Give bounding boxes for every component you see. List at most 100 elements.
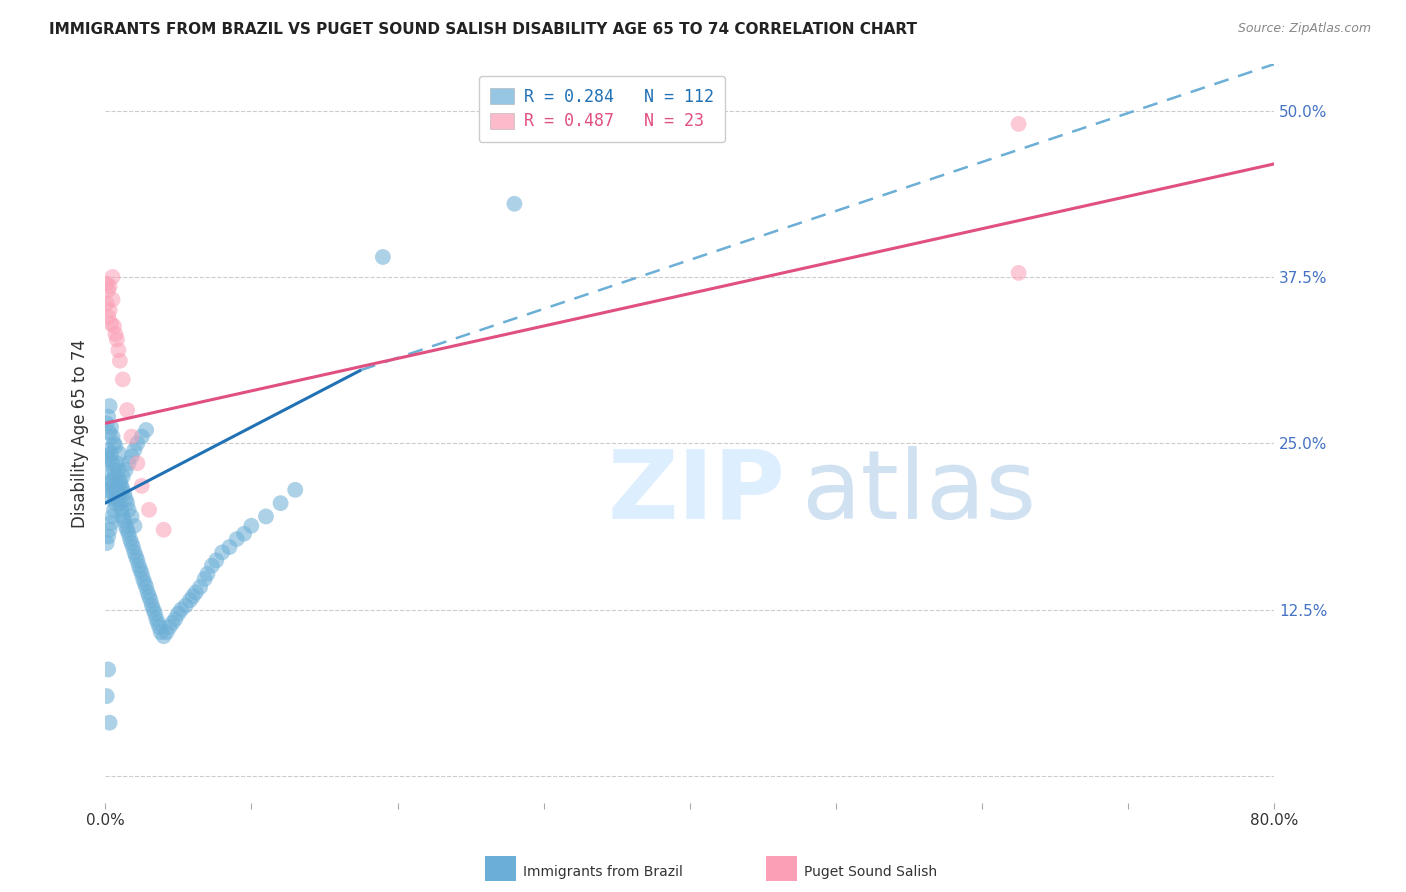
Point bbox=[145, 612, 167, 626]
Text: IMMIGRANTS FROM BRAZIL VS PUGET SOUND SALISH DISABILITY AGE 65 TO 74 CORRELATION: IMMIGRANTS FROM BRAZIL VS PUGET SOUND SA… bbox=[49, 22, 917, 37]
Point bbox=[117, 526, 139, 541]
Point bbox=[115, 523, 138, 537]
Point bbox=[97, 283, 120, 297]
Point bbox=[152, 629, 174, 643]
Y-axis label: Disability Age 65 to 74: Disability Age 65 to 74 bbox=[72, 339, 89, 528]
Point bbox=[141, 599, 163, 613]
Point bbox=[104, 496, 127, 510]
Point bbox=[104, 439, 127, 453]
Point bbox=[131, 429, 153, 443]
Point bbox=[131, 479, 153, 493]
Point bbox=[111, 483, 134, 497]
Point bbox=[101, 269, 124, 284]
Point bbox=[124, 518, 146, 533]
Point bbox=[104, 327, 127, 342]
Text: Immigrants from Brazil: Immigrants from Brazil bbox=[523, 865, 683, 880]
Point bbox=[105, 333, 128, 347]
Point bbox=[371, 250, 394, 264]
Point bbox=[503, 196, 526, 211]
Point bbox=[135, 423, 157, 437]
Point bbox=[167, 607, 190, 621]
Point bbox=[97, 529, 120, 543]
Point bbox=[107, 343, 129, 358]
Point bbox=[100, 317, 122, 331]
Point bbox=[218, 540, 240, 554]
Point bbox=[107, 483, 129, 497]
Text: Puget Sound Salish: Puget Sound Salish bbox=[804, 865, 938, 880]
Point bbox=[254, 509, 277, 524]
Point bbox=[97, 490, 120, 504]
Point bbox=[233, 526, 256, 541]
Point bbox=[104, 492, 127, 507]
Point bbox=[108, 474, 131, 488]
Point bbox=[111, 372, 134, 386]
Point bbox=[108, 353, 131, 368]
Point bbox=[121, 536, 143, 550]
Point bbox=[121, 429, 143, 443]
Point bbox=[96, 450, 118, 464]
Point bbox=[100, 474, 122, 488]
Point bbox=[129, 563, 152, 577]
Point bbox=[120, 532, 142, 546]
Point bbox=[117, 503, 139, 517]
Point bbox=[121, 450, 143, 464]
Point bbox=[101, 429, 124, 443]
Point bbox=[112, 513, 135, 527]
Point bbox=[148, 620, 170, 634]
Point bbox=[188, 580, 211, 594]
Point bbox=[101, 293, 124, 307]
Point bbox=[201, 558, 224, 573]
Point bbox=[103, 503, 125, 517]
Point bbox=[152, 523, 174, 537]
Point bbox=[98, 715, 121, 730]
Text: Source: ZipAtlas.com: Source: ZipAtlas.com bbox=[1237, 22, 1371, 36]
Point bbox=[96, 417, 118, 431]
Point bbox=[105, 456, 128, 470]
Point bbox=[101, 509, 124, 524]
Point bbox=[114, 518, 136, 533]
Point bbox=[97, 442, 120, 457]
Point bbox=[240, 518, 263, 533]
Point bbox=[184, 585, 207, 599]
Point bbox=[142, 602, 165, 616]
Point bbox=[162, 615, 184, 630]
Point bbox=[114, 463, 136, 477]
Point bbox=[146, 615, 169, 630]
Point bbox=[197, 566, 219, 581]
Point bbox=[124, 442, 146, 457]
Point bbox=[1007, 266, 1029, 280]
Point bbox=[103, 463, 125, 477]
Point bbox=[108, 447, 131, 461]
Point bbox=[96, 277, 118, 291]
Point bbox=[138, 589, 160, 603]
Point bbox=[98, 303, 121, 318]
Point bbox=[117, 456, 139, 470]
Point bbox=[96, 296, 118, 310]
Point bbox=[98, 425, 121, 440]
Legend: R = 0.284   N = 112, R = 0.487   N = 23: R = 0.284 N = 112, R = 0.487 N = 23 bbox=[479, 76, 725, 142]
Point bbox=[134, 576, 156, 591]
Point bbox=[170, 602, 193, 616]
Point bbox=[122, 540, 145, 554]
Point bbox=[98, 279, 121, 293]
Point bbox=[101, 479, 124, 493]
Point bbox=[105, 483, 128, 497]
Point bbox=[97, 466, 120, 480]
Point bbox=[96, 483, 118, 497]
Point bbox=[270, 496, 292, 510]
Point bbox=[111, 509, 134, 524]
Point bbox=[100, 420, 122, 434]
Point bbox=[225, 532, 247, 546]
Point bbox=[165, 612, 187, 626]
Point bbox=[97, 663, 120, 677]
Point bbox=[127, 456, 149, 470]
Point bbox=[127, 553, 149, 567]
Point bbox=[98, 399, 121, 413]
Point bbox=[135, 580, 157, 594]
Point bbox=[114, 492, 136, 507]
Point bbox=[110, 503, 132, 517]
Point bbox=[125, 549, 148, 564]
Point bbox=[284, 483, 307, 497]
Point bbox=[115, 496, 138, 510]
Point bbox=[179, 593, 201, 607]
